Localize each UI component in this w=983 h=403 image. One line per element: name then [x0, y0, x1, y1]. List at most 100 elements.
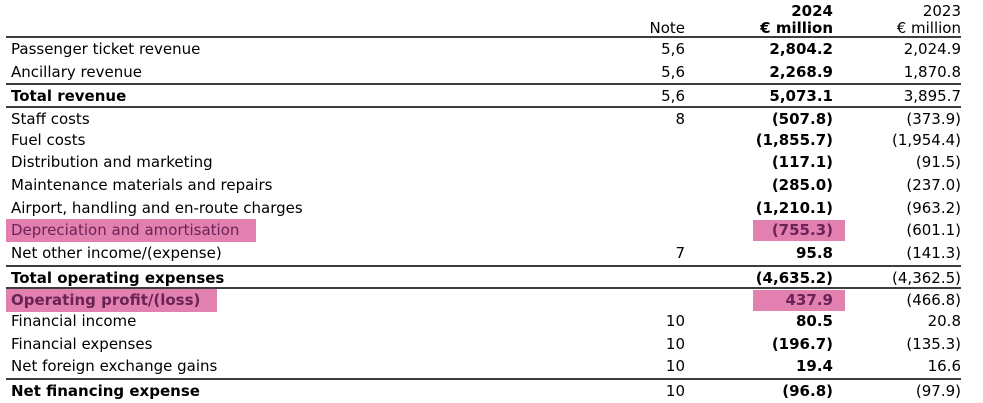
row-label-cell: Net other income/(expense) [6, 242, 595, 265]
header-year-2023: 2023 [922, 2, 961, 20]
row-label-cell: Staff costs [6, 108, 595, 131]
table-row: Total operating expenses (4,635.2) (4,36… [6, 264, 961, 290]
row-label-cell: Financial expenses [6, 333, 595, 356]
table-row: Operating profit/(loss) 437.9 (466.8) [6, 287, 961, 313]
note-cell: 10 [665, 357, 685, 376]
value-2024: 5,073.1 [769, 87, 833, 106]
header-year-2024: 2024 [791, 2, 833, 20]
note-cell [595, 129, 685, 152]
table-row: Distribution and marketing (117.1) (91.5… [6, 151, 961, 174]
table-row: Financial income 10 80.5 20.8 [6, 310, 961, 333]
row-label: Financial income [11, 312, 137, 331]
row-label: Operating profit/(loss) [6, 289, 218, 313]
note-cell [595, 267, 685, 290]
value-2023-cell: (91.5) [915, 153, 961, 172]
value-2024-cell: 80.5 [685, 310, 833, 333]
value-2024-cell: (117.1) [685, 151, 833, 174]
value-2024-cell: 95.8 [685, 242, 833, 265]
value-2024: (96.8) [782, 382, 833, 401]
value-2024-cell: 2,804.2 [685, 38, 833, 61]
header-year-line: 2024 2023 [6, 3, 961, 20]
value-2023-cell: 16.6 [927, 357, 961, 376]
row-label: Passenger ticket revenue [11, 40, 201, 58]
value-2024: 80.5 [795, 312, 833, 331]
value-2024: (507.8) [771, 110, 833, 129]
value-2024: (1,855.7) [755, 130, 833, 149]
value-2024-cell: 2,268.9 [685, 61, 833, 84]
row-label: Staff costs [11, 110, 90, 129]
value-2023-cell: (963.2) [906, 198, 961, 217]
value-2023-cell: (4,362.5) [892, 268, 961, 287]
row-label-cell: Distribution and marketing [6, 151, 595, 174]
note-cell [595, 174, 685, 197]
row-label-cell: Operating profit/(loss) [6, 289, 595, 313]
value-2024-cell: (1,855.7) [685, 129, 833, 152]
value-2023-cell: 2,024.9 [903, 40, 961, 58]
value-2024-cell: (1,210.1) [685, 197, 833, 220]
value-2023-cell: 1,870.8 [903, 62, 961, 81]
value-2023-cell: (466.8) [906, 291, 961, 310]
value-2023-cell: (373.9) [906, 110, 961, 129]
table-row: Net foreign exchange gains 10 19.4 16.6 [6, 355, 961, 378]
row-label-cell: Net financing expense [6, 380, 595, 403]
row-label: Net financing expense [11, 382, 200, 401]
header-spacer [595, 3, 685, 20]
value-2024-cell: (196.7) [685, 333, 833, 356]
note-cell: 10 [665, 312, 685, 331]
row-label-cell: Net foreign exchange gains [6, 355, 595, 378]
row-label: Distribution and marketing [11, 153, 213, 172]
row-label-cell: Airport, handling and en-route charges [6, 197, 595, 220]
table-body: Passenger ticket revenue 5,6 2,804.2 2,0… [6, 38, 961, 401]
value-2024-cell: (96.8) [685, 380, 833, 403]
note-cell: 5,6 [661, 62, 685, 81]
value-2024: (755.3) [771, 221, 833, 240]
table-row: Fuel costs (1,855.7) (1,954.4) [6, 129, 961, 152]
row-label: Maintenance materials and repairs [11, 176, 273, 195]
value-2024: (196.7) [771, 334, 833, 353]
table-row: Maintenance materials and repairs (285.0… [6, 174, 961, 197]
table-row: Net other income/(expense) 7 95.8 (141.3… [6, 242, 961, 265]
header-spacer [6, 20, 595, 37]
row-label: Total operating expenses [11, 268, 225, 287]
note-cell: 5,6 [661, 40, 685, 58]
value-2024: (117.1) [771, 153, 833, 172]
table-row: Ancillary revenue 5,6 2,268.9 1,870.8 [6, 61, 961, 84]
value-2024: (1,210.1) [755, 198, 833, 217]
note-cell [595, 289, 685, 312]
row-label: Net other income/(expense) [11, 244, 222, 263]
value-2024: 19.4 [795, 357, 833, 376]
row-label: Total revenue [11, 87, 127, 106]
table-row: Passenger ticket revenue 5,6 2,804.2 2,0… [6, 38, 961, 61]
value-2024: 95.8 [795, 244, 833, 263]
header-unit-2023: € million [896, 18, 961, 37]
header-spacer [6, 3, 595, 20]
value-2024-cell: (755.3) [685, 219, 845, 242]
table-row: Staff costs 8 (507.8) (373.9) [6, 106, 961, 129]
row-label: Airport, handling and en-route charges [11, 198, 303, 217]
value-2023-cell: 20.8 [927, 312, 961, 331]
value-2023-cell: (237.0) [906, 176, 961, 195]
value-2024-cell: 19.4 [685, 355, 833, 378]
value-2023-cell: 3,895.7 [903, 87, 961, 106]
row-label-cell: Passenger ticket revenue [6, 38, 595, 61]
row-label-cell: Total revenue [6, 85, 595, 108]
table-header: 2024 2023 Note € million € million [6, 0, 961, 38]
row-label-cell: Maintenance materials and repairs [6, 174, 595, 197]
value-2023-cell: (141.3) [906, 244, 961, 263]
value-2024-cell: 437.9 [685, 289, 845, 312]
value-2024-cell: (507.8) [685, 108, 833, 131]
row-label: Net foreign exchange gains [11, 357, 218, 376]
row-label: Fuel costs [11, 130, 86, 149]
note-cell: 7 [675, 244, 685, 263]
value-2023-cell: (135.3) [906, 334, 961, 353]
note-cell: 10 [665, 334, 685, 353]
note-cell [595, 197, 685, 220]
row-label-cell: Financial income [6, 310, 595, 333]
row-label-cell: Depreciation and amortisation [6, 219, 595, 243]
value-2023-cell: (1,954.4) [892, 130, 961, 149]
header-unit-2024: € million [760, 18, 833, 37]
row-label-cell: Ancillary revenue [6, 61, 595, 84]
value-2024: (4,635.2) [755, 268, 833, 287]
note-cell: 10 [665, 382, 685, 401]
value-2023-cell: (97.9) [915, 382, 961, 401]
